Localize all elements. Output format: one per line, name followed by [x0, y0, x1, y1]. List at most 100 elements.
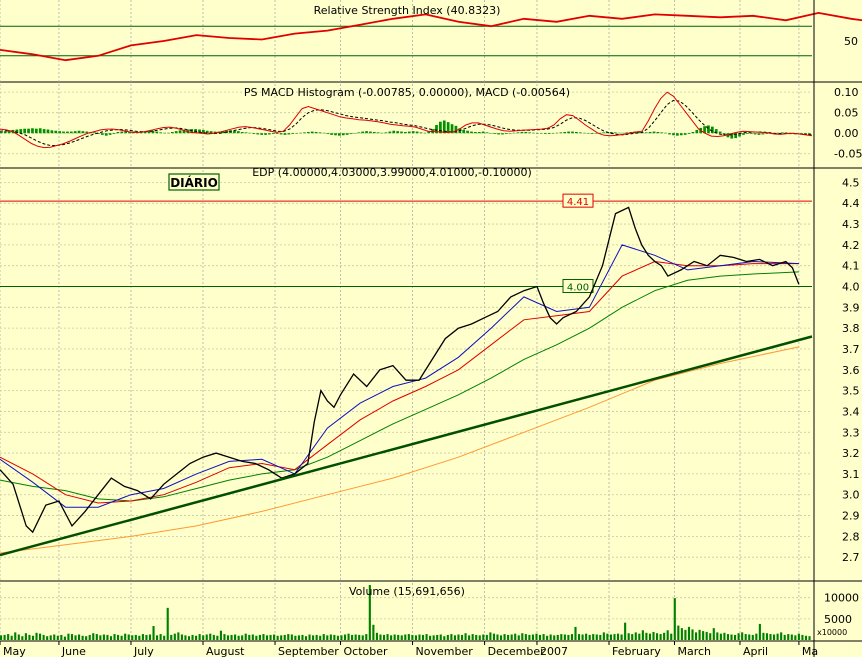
trendline [0, 335, 813, 557]
volume-bar [109, 636, 113, 640]
volume-bar [609, 634, 613, 640]
macd-histogram-bar [66, 131, 69, 134]
x-tick-label: November [416, 645, 474, 657]
macd-histogram-bar [85, 131, 89, 134]
price-panel: 4.41 4.00 EDP (4.00000,4.03000,3.99000,4.… [0, 166, 862, 582]
price-tick-label: 4.5 [842, 176, 860, 189]
volume-bar [31, 635, 35, 640]
macd-histogram-bar [423, 132, 427, 134]
macd-histogram-bar [672, 133, 675, 136]
volume-bar [606, 633, 609, 640]
volume-bar [726, 634, 730, 640]
volume-bar [397, 634, 400, 640]
price-tick-label: 3.4 [842, 405, 860, 418]
macd-histogram-bar [341, 133, 345, 136]
macd-histogram-bar [415, 131, 419, 134]
macd-histogram-bar [248, 132, 252, 134]
macd-histogram-bar [734, 133, 738, 139]
macd-histogram-bar [326, 133, 330, 135]
macd-histogram-bar [450, 124, 454, 134]
macd-histogram-bar [784, 132, 788, 134]
macd-histogram-bar [594, 133, 598, 134]
macd-histogram-bar [555, 132, 559, 134]
macd-histogram-bar [501, 133, 504, 135]
volume-bar [237, 635, 240, 640]
macd-histogram-bar [287, 133, 291, 135]
macd-histogram-bar [481, 131, 485, 134]
macd-histogram-bar [19, 129, 23, 134]
macd-histogram-bar [147, 131, 151, 134]
volume-bar [308, 634, 311, 640]
volume-bar [343, 634, 347, 640]
macd-histogram-bar [233, 130, 236, 134]
volume-bar [595, 634, 598, 640]
macd-histogram-bar [97, 133, 100, 135]
price-level-tag [562, 193, 594, 208]
macd-histogram-bar [353, 133, 357, 134]
macd-histogram-bar [198, 129, 201, 134]
volume-bar [60, 634, 63, 640]
macd-histogram-bar [46, 129, 50, 134]
macd-histogram-bar [470, 131, 473, 134]
volume-bar [645, 632, 648, 640]
volume-bar [361, 635, 364, 640]
macd-histogram-bar [310, 131, 314, 134]
volume-bar [340, 635, 343, 640]
volume-bar [780, 632, 783, 640]
volume-bar [255, 635, 258, 640]
macd-histogram-bar [27, 128, 30, 134]
volume-bar [482, 634, 485, 640]
macd-histogram-bar [202, 129, 205, 134]
diario-label-box [168, 173, 220, 191]
volume-bar [202, 635, 205, 640]
macd-histogram-bar [540, 133, 543, 134]
macd-histogram-bar [563, 131, 567, 134]
volume-bar [351, 634, 354, 640]
volume-bar [223, 634, 226, 640]
volume-bar [801, 634, 804, 640]
price-tick-label: 3.6 [842, 364, 860, 377]
macd-histogram-bar [163, 132, 166, 134]
macd-histogram-bar [330, 133, 333, 135]
volume-bar [567, 634, 570, 640]
volume-bar [765, 633, 769, 640]
macd-histogram-bar [745, 133, 749, 135]
macd-histogram-bar [275, 133, 279, 135]
price-tick-label: 3.7 [842, 343, 860, 356]
volume-bar [319, 635, 322, 640]
volume-bar [17, 634, 20, 640]
volume-bar [776, 633, 779, 640]
price-tick-label: 2.7 [842, 551, 860, 564]
rsi-line [0, 11, 862, 62]
macd-histogram-bar [322, 132, 326, 134]
volume-bar [393, 634, 396, 640]
volume-bar [698, 629, 701, 640]
macd-histogram-bar [489, 133, 493, 134]
macd-histogram-bar [299, 132, 302, 134]
macd-histogram-bar [613, 132, 617, 134]
price-tick-label: 4.4 [842, 197, 860, 210]
macd-histogram-bar [236, 131, 240, 134]
volume-bar [787, 634, 790, 640]
macd-histogram-bar [42, 129, 46, 134]
macd-histogram-bar [571, 131, 574, 134]
macd-histogram-bar [3, 131, 7, 134]
macd-histogram-bar [473, 131, 477, 134]
volume-bar [180, 634, 183, 640]
macd-histogram-bar [505, 133, 508, 135]
macd-histogram-bar [742, 133, 745, 135]
volume-bar [790, 634, 793, 640]
volume-bar [216, 635, 219, 640]
volume-bar [78, 634, 81, 640]
volume-bar [375, 632, 378, 640]
macd-histogram-bar [749, 133, 753, 135]
macd-histogram-bar [427, 131, 431, 134]
volume-bar [503, 634, 506, 640]
volume-axis-unit: x10000 [817, 628, 847, 637]
volume-bar [124, 633, 127, 640]
x-tick-label: October [344, 645, 388, 657]
macd-histogram-bar [93, 132, 96, 134]
macd-histogram-bar [446, 122, 450, 134]
volume-bar [624, 622, 627, 640]
volume-bar [198, 634, 201, 640]
